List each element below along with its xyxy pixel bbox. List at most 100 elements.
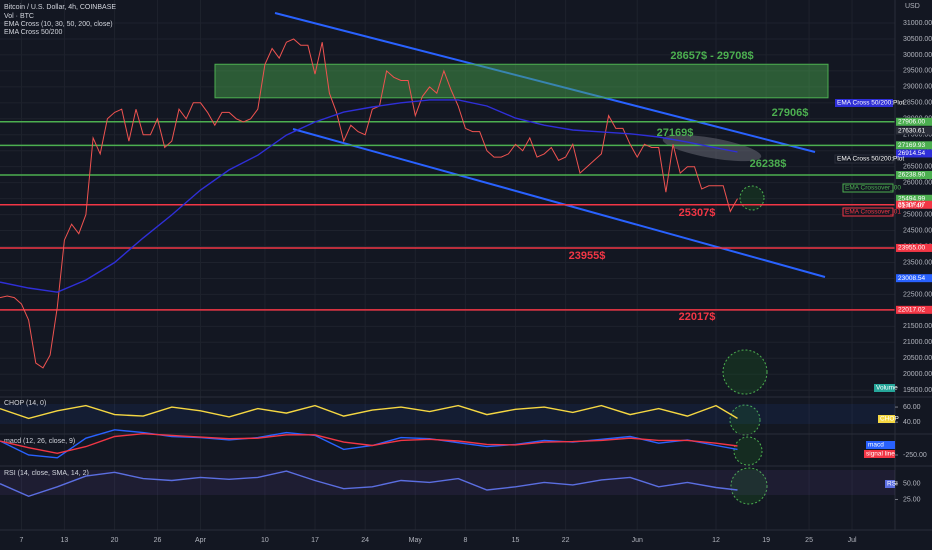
price-tag-label: 27906.00 — [898, 119, 925, 126]
level-label: 27906$ — [772, 107, 809, 119]
y-tick-label: 26000.00 — [903, 179, 932, 186]
x-tick-label: 26 — [154, 537, 162, 544]
y-tick-label: 30500.00 — [903, 36, 932, 43]
series-line — [0, 99, 738, 293]
highlight-circle — [722, 349, 768, 395]
trend-line-lower — [292, 128, 826, 278]
y-tick-label: 21000.00 — [903, 339, 932, 346]
y-tick-label: 25.00 — [903, 496, 921, 503]
currency-label: USD — [905, 3, 920, 10]
series-tag — [878, 415, 895, 423]
y-tick-label: 19500.00 — [903, 387, 932, 394]
legend-line: Vol · BTC — [4, 13, 34, 20]
y-tick-label: 40.00 — [903, 419, 921, 426]
series-tag-label: CHOP — [880, 416, 899, 423]
y-tick-label: 50.00 — [903, 481, 921, 488]
y-tick-label: 21500.00 — [903, 323, 932, 330]
rsi-band — [0, 470, 895, 495]
y-tick-label: 60.00 — [903, 404, 921, 411]
y-tick-label: 29500.00 — [903, 68, 932, 75]
x-tick-label: Jun — [632, 537, 643, 544]
legend-line: EMA Cross 50/200 — [4, 29, 62, 36]
series-tag-label: EMA Cross 50/200:Plot — [837, 100, 904, 107]
volume-label: Volume — [876, 385, 898, 392]
series-tag-label: RSI — [887, 481, 898, 488]
pane-title: CHOP (14, 0) — [4, 400, 46, 407]
x-tick-label: 22 — [562, 537, 570, 544]
price-tag-label: 27169.93 — [898, 142, 925, 149]
zone — [214, 63, 829, 99]
trend-line-upper — [274, 12, 816, 153]
pane-title: RSI (14, close, SMA, 14, 2) — [4, 470, 89, 477]
volume-tag — [874, 384, 895, 392]
marker-label: EMA Crossover_00 — [845, 185, 901, 192]
y-tick-label: 20000.00 — [903, 371, 932, 378]
x-tick-label: 17 — [311, 537, 319, 544]
price-tag-label: 27630.61 — [898, 127, 925, 134]
series-line — [0, 470, 738, 498]
x-tick-label: 25 — [805, 537, 813, 544]
x-tick-label: 15 — [512, 537, 520, 544]
y-tick-label: 31000.00 — [903, 20, 932, 27]
price-tag-label: 23955.00 — [898, 245, 925, 252]
price-tag — [896, 305, 932, 314]
price-pane — [0, 12, 895, 395]
price-tag — [896, 274, 932, 283]
price-tag-label: 25307.07 — [898, 201, 925, 208]
x-tick-label: 8 — [463, 537, 467, 544]
highlight-circle — [730, 467, 768, 505]
series-tag — [864, 450, 895, 458]
chop-band — [0, 404, 895, 424]
price-tag-label: 25494.99 — [898, 195, 925, 202]
y-tick-label: 28500.00 — [903, 100, 932, 107]
countdown: 01:47:40 — [898, 202, 924, 209]
x-tick-label: Jul — [848, 537, 857, 544]
series-tag-label: signal line — [866, 451, 895, 458]
marker-tag — [842, 183, 894, 193]
price-tag — [896, 149, 932, 158]
chart-title: Bitcoin / U.S. Dollar, 4h, COINBASE — [4, 4, 116, 11]
y-tick-label: 29000.00 — [903, 84, 932, 91]
price-tag — [896, 171, 932, 180]
price-tag-label: 26238.90 — [898, 172, 925, 179]
y-tick-label: 25000.00 — [903, 211, 932, 218]
x-tick-label: 13 — [61, 537, 69, 544]
price-tag — [896, 243, 932, 252]
series-line — [0, 38, 738, 369]
grid — [0, 0, 895, 530]
series-line — [0, 432, 738, 455]
y-tick-label: 20500.00 — [903, 355, 932, 362]
x-tick-label: 24 — [361, 537, 369, 544]
level-label: 27169$ — [657, 127, 694, 139]
price-tag — [896, 117, 932, 126]
price-tag-label: 22017.02 — [898, 307, 925, 314]
x-tick-label: 7 — [20, 537, 24, 544]
y-tick-label: 22500.00 — [903, 291, 932, 298]
x-tick-label: 19 — [762, 537, 770, 544]
marker-label: EMA Crossover_01 — [845, 209, 901, 216]
level-label: 25307$ — [679, 207, 716, 219]
price-tag — [896, 141, 932, 150]
x-tick-label: 12 — [712, 537, 720, 544]
highlight-circle — [733, 436, 763, 466]
y-tick-label: 24500.00 — [903, 227, 932, 234]
price-tag — [896, 200, 932, 209]
price-tag — [896, 194, 932, 203]
x-tick-label: 10 — [261, 537, 269, 544]
y-tick-label: 30000.00 — [903, 52, 932, 59]
price-tag-label: 23008.54 — [898, 275, 925, 282]
highlight-circle — [729, 404, 761, 436]
y-tick-label: 27500.00 — [903, 132, 932, 139]
x-tick-label: 20 — [111, 537, 119, 544]
x-tick-label: Apr — [195, 537, 207, 544]
series-tag — [835, 99, 893, 107]
series-tag — [885, 480, 895, 488]
series-tag-label: macd — [868, 442, 884, 449]
y-tick-label: -250.00 — [903, 452, 927, 459]
legend-line: EMA Cross (10, 30, 50, 200, close) — [4, 21, 113, 28]
series-tag-label: EMA Cross 50/200:Plot — [837, 156, 904, 163]
series-tag — [866, 441, 895, 449]
price-tag — [896, 126, 932, 135]
